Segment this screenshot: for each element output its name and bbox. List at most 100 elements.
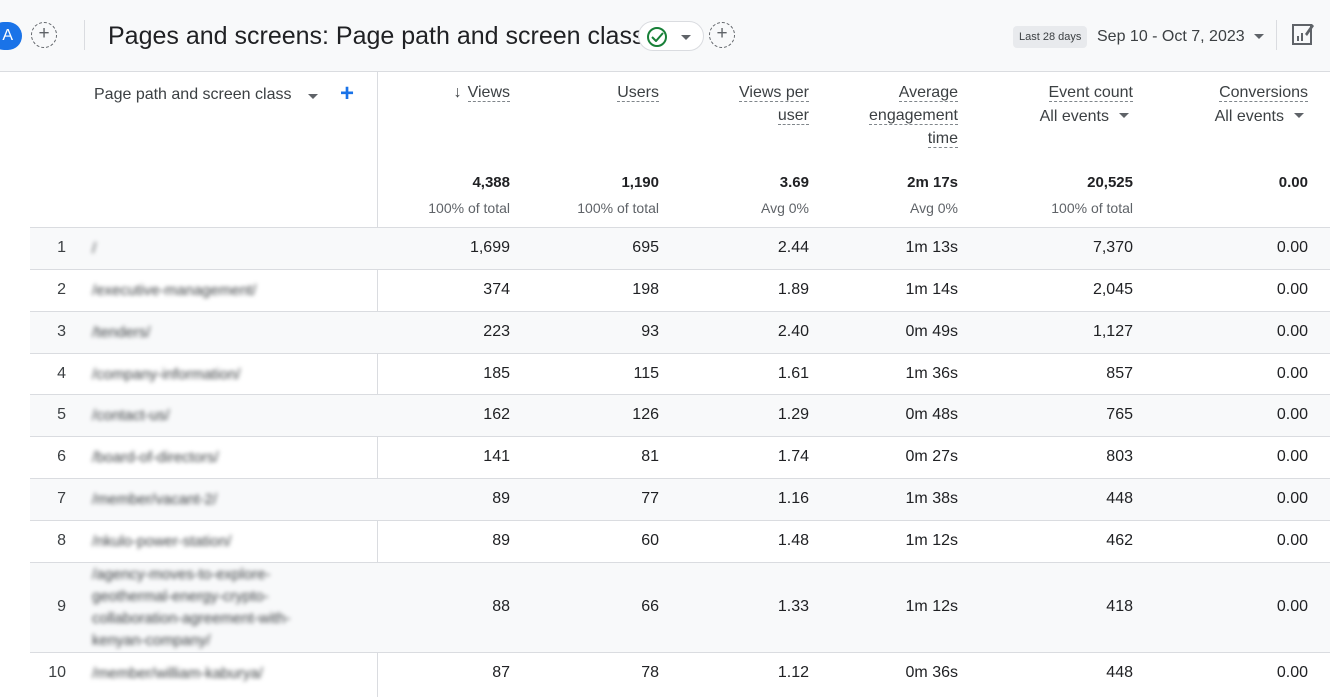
total-users: 1,190 bbox=[621, 174, 659, 191]
table-row[interactable]: 9/agency-moves-to-explore-geothermal-ene… bbox=[30, 562, 1330, 652]
cell-event-count: 462 bbox=[1106, 532, 1133, 549]
cell-conversions: 0.00 bbox=[1276, 281, 1308, 298]
chevron-down-icon bbox=[1294, 113, 1304, 118]
cell-views: 88 bbox=[492, 598, 510, 615]
account-avatar[interactable]: A bbox=[0, 22, 22, 50]
column-header-event-count[interactable]: Event count bbox=[1048, 81, 1133, 104]
cell-users: 198 bbox=[632, 281, 659, 298]
page-path[interactable]: /contact-us/ bbox=[92, 407, 170, 424]
cell-avg-engagement-time: 1m 13s bbox=[905, 239, 958, 256]
status-dropdown[interactable] bbox=[638, 21, 704, 51]
column-header-label: Users bbox=[617, 84, 659, 102]
total-event-count: 20,525 bbox=[1087, 174, 1133, 191]
column-header-label: Conversions bbox=[1219, 84, 1308, 102]
table-row[interactable]: 8/nkulo-power-station/89 60 1.48 1m 12s 462 0… bbox=[30, 520, 1330, 562]
column-header-label: Views bbox=[467, 84, 510, 102]
total-subtext: 100% of total bbox=[577, 200, 659, 216]
cell-users: 77 bbox=[641, 490, 659, 507]
row-rank: 8 bbox=[57, 532, 66, 549]
chevron-down-icon bbox=[1119, 113, 1129, 118]
page-path[interactable]: /board-of-directors/ bbox=[92, 449, 219, 466]
row-rank: 6 bbox=[57, 448, 66, 465]
cell-views: 89 bbox=[492, 490, 510, 507]
table-row[interactable]: 6/board-of-directors/141 81 1.74 0m 27s 803 0… bbox=[30, 436, 1330, 478]
cell-views: 374 bbox=[483, 281, 510, 298]
total-subtext: 100% of total bbox=[1051, 200, 1133, 216]
cell-avg-engagement-time: 1m 36s bbox=[905, 364, 958, 382]
table-row[interactable]: 1 / 1,699 695 2.44 1m 13s 7,370 0.00 bbox=[30, 227, 1330, 269]
arrow-down-icon: ↓ bbox=[453, 84, 462, 101]
table-row[interactable]: 3/tenders/223 93 2.40 0m 49s 1,127 0.00 bbox=[30, 311, 1330, 353]
cell-event-count: 803 bbox=[1106, 448, 1133, 465]
cell-avg-engagement-time: 0m 27s bbox=[905, 448, 958, 465]
cell-views-per-user: 1.33 bbox=[777, 598, 809, 615]
cell-avg-engagement-time: 1m 12s bbox=[905, 598, 958, 615]
table-row[interactable]: 4/company-information/185 115 1.61 1m 36s 85… bbox=[30, 353, 1330, 394]
add-dimension-button[interactable]: + bbox=[337, 82, 357, 106]
page-path[interactable]: /company-information/ bbox=[92, 365, 241, 383]
total-subtext: 100% of total bbox=[428, 200, 510, 216]
column-header-users[interactable]: Users bbox=[617, 81, 659, 104]
add-comparison-button[interactable]: + bbox=[31, 22, 57, 48]
cell-conversions: 0.00 bbox=[1276, 406, 1308, 423]
column-header-views-per-user[interactable]: Views per user bbox=[739, 81, 809, 127]
cell-event-count: 1,127 bbox=[1092, 323, 1133, 340]
page-title: Pages and screens: Page path and screen … bbox=[108, 22, 645, 50]
cell-avg-engagement-time: 0m 48s bbox=[905, 406, 958, 423]
column-header-conversions[interactable]: Conversions bbox=[1219, 81, 1308, 104]
check-circle-icon bbox=[647, 27, 667, 47]
cell-conversions: 0.00 bbox=[1276, 532, 1308, 549]
event-filter-dropdown[interactable]: All events bbox=[1215, 108, 1304, 126]
total-views: 4,388 bbox=[472, 174, 510, 191]
table-row[interactable]: 2/executive-management/374 198 1.89 1m 14s 2… bbox=[30, 269, 1330, 311]
cell-users: 81 bbox=[641, 448, 659, 465]
row-rank: 10 bbox=[48, 664, 66, 681]
row-rank: 9 bbox=[57, 598, 66, 615]
cell-views: 87 bbox=[492, 664, 510, 681]
cell-users: 60 bbox=[641, 532, 659, 549]
page-path[interactable]: /member/vacant-2/ bbox=[92, 491, 218, 508]
table-row[interactable]: 5/contact-us/162 126 1.29 0m 48s 765 0.00 bbox=[30, 394, 1330, 436]
chevron-down-icon[interactable] bbox=[308, 94, 318, 99]
cell-views-per-user: 1.29 bbox=[777, 406, 809, 423]
column-header-views[interactable]: ↓ Views bbox=[454, 81, 510, 104]
event-filter-dropdown[interactable]: All events bbox=[1040, 108, 1129, 126]
table-row[interactable]: 10/member/william-kaburya/87 78 1.12 0m 36s… bbox=[30, 652, 1330, 694]
page-path[interactable]: /executive-management/ bbox=[92, 282, 257, 299]
cell-users: 78 bbox=[641, 664, 659, 681]
row-rank: 5 bbox=[57, 406, 66, 423]
row-rank: 2 bbox=[57, 281, 66, 298]
table-row[interactable]: 7/member/vacant-2/89 77 1.16 1m 38s 448 0.00 bbox=[30, 478, 1330, 520]
cell-views-per-user: 1.61 bbox=[777, 364, 809, 382]
cell-event-count: 2,045 bbox=[1092, 281, 1133, 298]
page-path[interactable]: / bbox=[92, 240, 97, 257]
customize-report-icon[interactable] bbox=[1291, 22, 1315, 46]
page-path[interactable]: /nkulo-power-station/ bbox=[92, 533, 232, 550]
row-rank: 3 bbox=[57, 323, 66, 340]
column-header-label: engagement bbox=[869, 107, 958, 125]
cell-users: 695 bbox=[632, 239, 659, 256]
cell-event-count: 448 bbox=[1106, 490, 1133, 507]
page-path[interactable]: /member/william-kaburya/ bbox=[92, 665, 263, 682]
add-filter-button[interactable]: + bbox=[709, 22, 735, 48]
cell-event-count: 765 bbox=[1106, 406, 1133, 423]
report-header: A + Pages and screens: Page path and scr… bbox=[0, 0, 1330, 72]
total-avg-engagement-time: 2m 17s bbox=[907, 174, 958, 191]
cell-event-count: 7,370 bbox=[1092, 239, 1133, 256]
row-rank: 4 bbox=[57, 364, 66, 382]
page-path[interactable]: /tenders/ bbox=[92, 324, 151, 341]
cell-views-per-user: 1.89 bbox=[777, 281, 809, 298]
total-subtext: Avg 0% bbox=[761, 200, 809, 216]
chevron-down-icon[interactable] bbox=[1254, 34, 1264, 39]
cell-avg-engagement-time: 1m 14s bbox=[905, 281, 958, 298]
column-header-avg-engagement-time[interactable]: Average engagement time bbox=[869, 81, 958, 150]
cell-event-count: 857 bbox=[1106, 364, 1133, 382]
cell-conversions: 0.00 bbox=[1276, 664, 1308, 681]
cell-users: 93 bbox=[641, 323, 659, 340]
plus-icon: + bbox=[339, 80, 354, 107]
column-header-label: time bbox=[927, 130, 958, 148]
cell-event-count: 418 bbox=[1106, 598, 1133, 615]
dimension-selector[interactable]: Page path and screen class bbox=[94, 86, 292, 103]
page-path[interactable]: /agency-moves-to-explore-geothermal-ener… bbox=[92, 566, 291, 649]
date-range-picker[interactable]: Sep 10 - Oct 7, 2023 bbox=[1097, 28, 1245, 45]
